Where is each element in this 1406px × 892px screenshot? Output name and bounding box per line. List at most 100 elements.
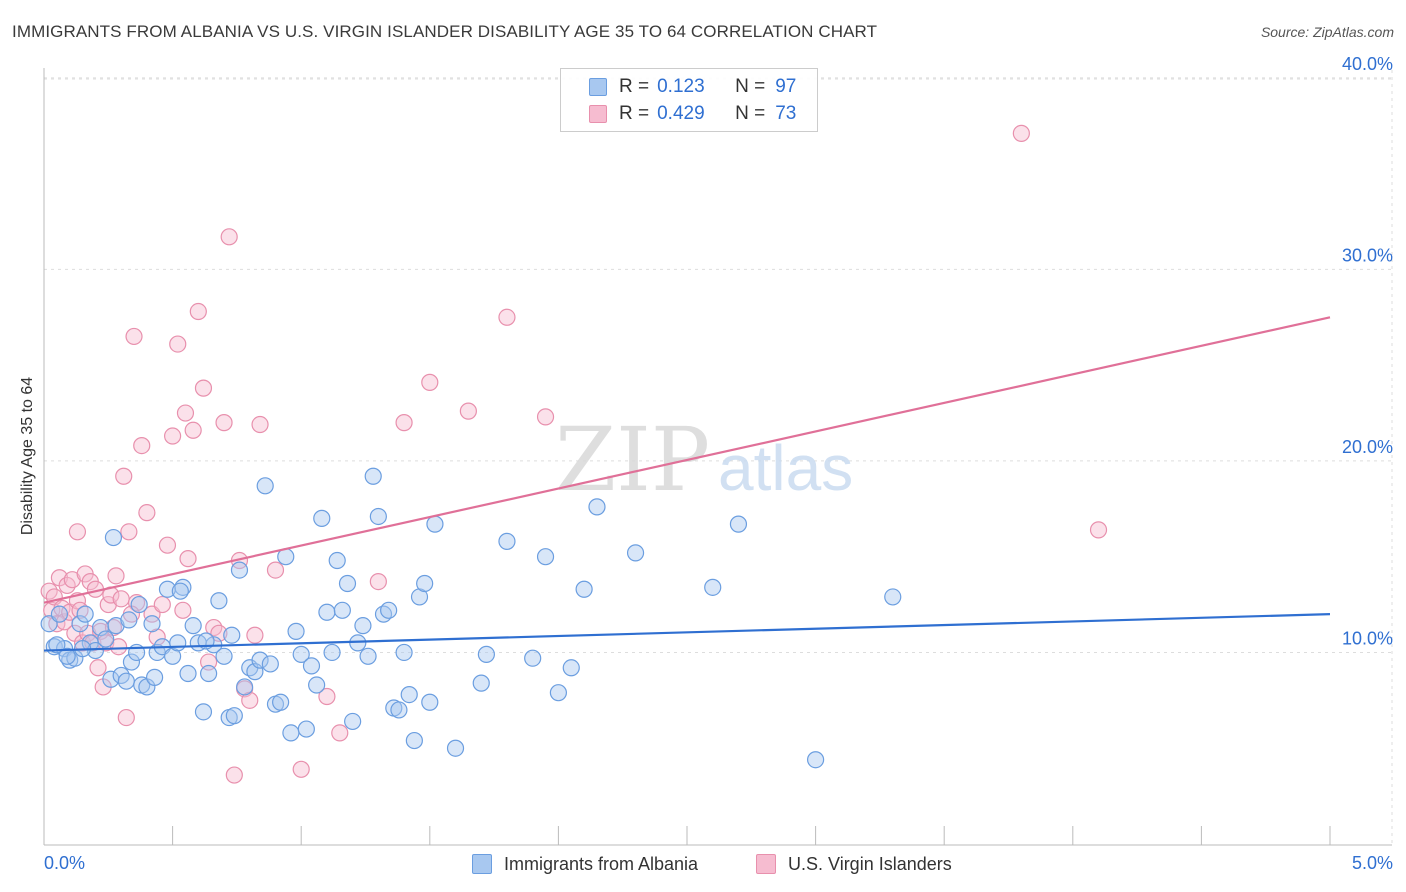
albania-point	[302, 657, 321, 675]
virgin-islanders-point	[153, 595, 171, 614]
virgin-islanders-point	[220, 228, 238, 246]
albania-point	[884, 588, 902, 606]
legend-row-albania: R = 0.123 N = 97	[561, 74, 796, 100]
albania-point	[626, 544, 645, 562]
virgin-islanders-point	[109, 638, 128, 656]
albania-point	[313, 509, 331, 527]
albania-point	[446, 739, 465, 757]
albania-point	[256, 477, 274, 495]
series-albania-points	[40, 467, 902, 769]
legend-r-value: 0.123	[657, 76, 705, 97]
albania-point	[421, 693, 439, 711]
legend-n-value: 73	[775, 103, 797, 124]
virgin-islanders-point	[125, 327, 143, 346]
virgin-islanders-point	[194, 379, 213, 397]
y-tick-label: 20.0%	[1342, 437, 1393, 457]
legend-n-value: 97	[775, 76, 797, 97]
x-tick-label: 5.0%	[1352, 853, 1393, 873]
legend-swatch-virgin-islanders	[589, 105, 607, 123]
virgin-islanders-point	[251, 415, 269, 434]
virgin-islanders-point	[164, 427, 182, 445]
legend-n-label: N =	[735, 103, 766, 124]
y-tick-label: 10.0%	[1342, 628, 1393, 648]
virgin-islanders-point	[184, 421, 202, 439]
albania-point	[390, 701, 408, 719]
correlation-legend: R = 0.123 N = 97 R = 0.429 N = 73	[560, 68, 818, 132]
y-tick-label: 30.0%	[1342, 245, 1393, 265]
albania-point	[117, 672, 135, 690]
tick-labels: 10.0% 20.0% 30.0% 40.0% 0.0% 5.0%	[44, 54, 1393, 873]
bottom-legend-label-virgin-islanders: U.S. Virgin Islanders	[788, 853, 952, 874]
albania-point	[48, 636, 66, 654]
virgin-islanders-point	[246, 626, 264, 644]
albania-point	[230, 561, 249, 579]
albania-point	[171, 582, 189, 600]
axes	[43, 68, 1392, 846]
trend-lines	[43, 316, 1331, 652]
legend-r-label: R =	[619, 103, 650, 124]
albania-point	[328, 551, 346, 570]
albania-point	[97, 630, 115, 648]
albania-point	[292, 645, 310, 663]
albania-point	[400, 685, 418, 704]
albania-point	[729, 515, 748, 533]
virgin-islanders-point	[331, 724, 349, 742]
albania-point	[50, 605, 69, 623]
albania-point	[562, 659, 580, 677]
albania-point	[76, 605, 94, 623]
bottom-legend-albania: Immigrants from Albania	[472, 852, 698, 876]
virgin-islanders-point	[395, 414, 413, 432]
albania-point	[120, 611, 138, 629]
virgin-islanders-point	[120, 523, 138, 541]
albania-point	[236, 678, 254, 696]
albania-point	[104, 528, 123, 547]
albania-point	[282, 724, 300, 742]
albania-point	[806, 751, 825, 769]
albania-point	[344, 712, 362, 731]
watermark: ZIP atlas	[555, 408, 853, 511]
bottom-legend-label-albania: Immigrants from Albania	[504, 853, 699, 874]
albania-point	[184, 617, 202, 635]
albania-point	[333, 601, 351, 619]
virgin-islanders-point	[215, 414, 233, 432]
albania-point	[472, 674, 490, 692]
virgin-islanders-point	[1089, 521, 1108, 539]
albania-point	[477, 645, 495, 663]
albania-point	[524, 649, 542, 667]
virgin-islanders-point	[179, 550, 197, 568]
albania-point	[380, 601, 398, 619]
albania-point	[225, 707, 243, 725]
virgin-islanders-point	[266, 561, 285, 579]
albania-point	[272, 693, 290, 711]
albania-point	[71, 615, 89, 633]
albania-point	[588, 498, 606, 516]
albania-point	[359, 647, 377, 665]
albania-point	[318, 603, 336, 621]
albania-point	[169, 634, 187, 652]
legend-swatch-albania	[589, 78, 607, 96]
albania-point	[261, 655, 279, 673]
virgin-islanders-point	[189, 302, 207, 321]
virgin-islanders-point	[369, 572, 387, 591]
albania-point	[215, 647, 233, 665]
albania-point	[338, 574, 357, 593]
chart-title: IMMIGRANTS FROM ALBANIA VS U.S. VIRGIN I…	[12, 22, 878, 41]
bottom-legend-swatch-virgin-islanders	[756, 854, 776, 874]
virgin-islanders-point	[68, 523, 87, 541]
x-tick-label: 0.0%	[44, 853, 85, 873]
albania-point	[130, 595, 148, 614]
virgin-islanders-point	[112, 590, 130, 608]
albania-point	[122, 653, 141, 671]
y-axis-label: Disability Age 35 to 64	[19, 376, 36, 536]
legend-row-virgin-islanders: R = 0.429 N = 73	[561, 101, 796, 127]
albania-point	[179, 664, 197, 683]
albania-point	[369, 507, 387, 526]
virgin-islanders-point	[176, 404, 195, 422]
virgin-islanders-point	[318, 687, 336, 706]
albania-point	[194, 703, 213, 721]
virgin-islanders-point	[117, 708, 135, 727]
virgin-islanders-point	[459, 402, 477, 420]
albania-point	[58, 647, 76, 665]
virgin-islanders-point	[292, 760, 310, 778]
